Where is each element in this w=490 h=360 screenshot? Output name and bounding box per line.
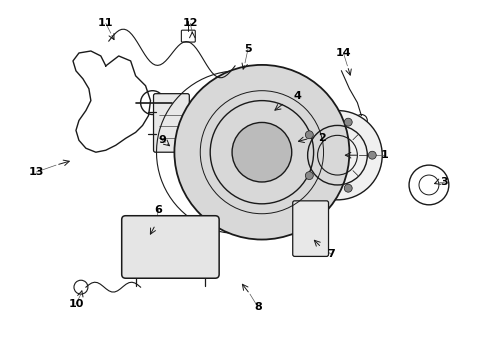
Text: 2: 2 [318,133,325,143]
Circle shape [368,151,376,159]
Text: 6: 6 [154,205,162,215]
Text: 10: 10 [68,299,84,309]
Circle shape [305,172,313,180]
Circle shape [305,131,313,139]
Text: 8: 8 [254,302,262,312]
FancyBboxPatch shape [181,30,196,42]
FancyBboxPatch shape [153,94,189,152]
Text: 7: 7 [328,249,335,260]
Text: 12: 12 [183,18,198,28]
Text: 5: 5 [244,44,252,54]
Text: 1: 1 [380,150,388,160]
Text: 9: 9 [159,135,167,145]
Text: 14: 14 [336,48,351,58]
Circle shape [344,184,352,192]
Circle shape [344,118,352,126]
Circle shape [232,122,292,182]
FancyBboxPatch shape [122,216,219,278]
Text: 11: 11 [98,18,114,28]
Text: 13: 13 [28,167,44,177]
Circle shape [174,65,349,239]
Text: 3: 3 [440,177,448,187]
Text: 4: 4 [294,91,302,101]
Circle shape [293,111,382,200]
FancyBboxPatch shape [293,201,328,256]
